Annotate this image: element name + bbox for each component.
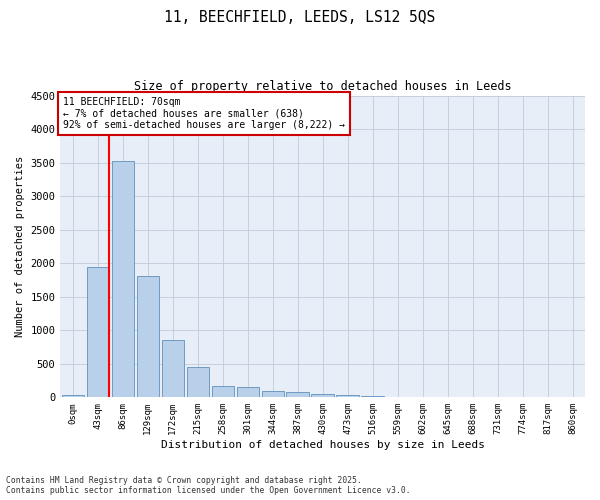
Text: 11 BEECHFIELD: 70sqm
← 7% of detached houses are smaller (638)
92% of semi-detac: 11 BEECHFIELD: 70sqm ← 7% of detached ho… (63, 97, 345, 130)
Bar (262, 392, 284, 398)
Bar (86, 266, 109, 398)
Bar (286, 392, 309, 398)
Text: 11, BEECHFIELD, LEEDS, LS12 5QS: 11, BEECHFIELD, LEEDS, LS12 5QS (164, 10, 436, 25)
Bar (311, 394, 334, 398)
Bar (236, 386, 259, 398)
Bar (62, 396, 84, 398)
Bar (137, 276, 159, 398)
Bar (386, 396, 409, 398)
Y-axis label: Number of detached properties: Number of detached properties (15, 156, 25, 337)
Text: Contains HM Land Registry data © Crown copyright and database right 2025.
Contai: Contains HM Land Registry data © Crown c… (6, 476, 410, 495)
X-axis label: Distribution of detached houses by size in Leeds: Distribution of detached houses by size … (161, 440, 485, 450)
Bar (337, 395, 359, 398)
Bar (212, 386, 234, 398)
Title: Size of property relative to detached houses in Leeds: Size of property relative to detached ho… (134, 80, 512, 93)
Bar (361, 396, 384, 398)
Bar (112, 160, 134, 398)
Bar (187, 367, 209, 398)
Bar (161, 340, 184, 398)
